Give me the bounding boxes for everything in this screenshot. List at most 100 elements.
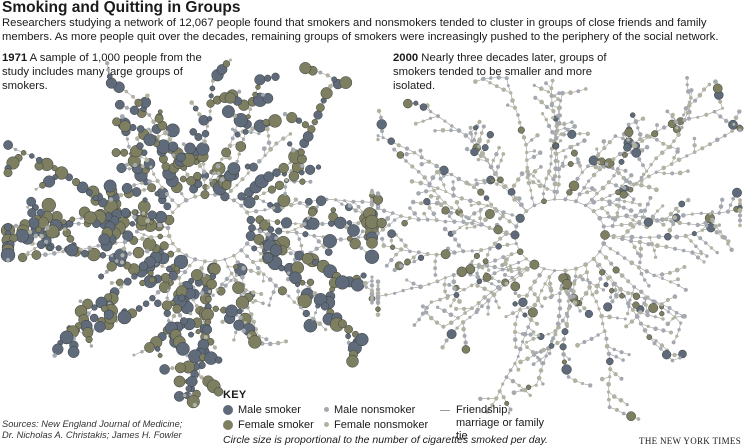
male-nonsmoker-node xyxy=(654,218,660,223)
female-smoker-node xyxy=(561,278,573,290)
female-nonsmoker-node xyxy=(220,319,225,324)
male-nonsmoker-node xyxy=(598,276,603,281)
male-nonsmoker-node xyxy=(558,99,563,103)
male-smoker-node xyxy=(483,195,490,201)
female-nonsmoker-node xyxy=(524,209,529,214)
female-nonsmoker-node xyxy=(504,281,509,286)
male-nonsmoker-node xyxy=(540,361,544,365)
male-nonsmoker-node xyxy=(375,279,381,285)
male-nonsmoker-node xyxy=(461,249,466,254)
female-nonsmoker-node xyxy=(534,321,540,326)
female-smoker-node xyxy=(627,186,634,193)
male-smoker-node xyxy=(486,131,494,139)
female-nonsmoker-node xyxy=(594,299,598,304)
male-nonsmoker-node xyxy=(452,286,457,291)
male-nonsmoker-node xyxy=(223,283,228,288)
male-nonsmoker-node xyxy=(626,122,631,127)
female-nonsmoker-node xyxy=(487,225,492,230)
female-nonsmoker-node xyxy=(551,116,555,120)
female-nonsmoker-node xyxy=(532,302,538,308)
female-nonsmoker-node xyxy=(176,248,181,253)
male-nonsmoker-node xyxy=(723,133,727,138)
female-nonsmoker-node xyxy=(602,146,607,151)
female-nonsmoker-node xyxy=(532,292,537,297)
male-smoker-node xyxy=(603,302,613,312)
male-nonsmoker-node xyxy=(681,213,686,218)
male-nonsmoker-node xyxy=(557,298,562,304)
female-nonsmoker-node xyxy=(509,269,514,274)
male-nonsmoker-node xyxy=(462,333,467,338)
male-nonsmoker-node xyxy=(501,210,506,215)
female-nonsmoker-node xyxy=(510,311,515,316)
female-nonsmoker-node xyxy=(612,394,617,399)
female-nonsmoker-node xyxy=(544,117,548,122)
female-nonsmoker-node xyxy=(467,182,471,186)
male-nonsmoker-node xyxy=(717,223,721,227)
female-nonsmoker-node xyxy=(611,235,616,240)
male-nonsmoker-node xyxy=(466,216,471,221)
female-smoker-node xyxy=(253,233,265,245)
female-nonsmoker-node xyxy=(465,226,469,230)
female-nonsmoker-node xyxy=(556,160,560,163)
male-nonsmoker-node xyxy=(737,109,742,114)
male-smoker-node xyxy=(631,148,642,158)
female-nonsmoker-node xyxy=(486,139,491,144)
female-nonsmoker-node xyxy=(517,383,521,388)
male-nonsmoker-node xyxy=(193,257,198,262)
female-nonsmoker-node xyxy=(604,343,610,349)
male-nonsmoker-node xyxy=(412,323,417,327)
key-title: KEY xyxy=(223,389,247,401)
male-nonsmoker-node xyxy=(393,291,397,295)
female-nonsmoker-node xyxy=(427,159,432,164)
female-nonsmoker-node xyxy=(644,303,648,307)
female-nonsmoker-node xyxy=(613,372,618,377)
female-nonsmoker-node xyxy=(287,246,291,250)
female-nonsmoker-node xyxy=(618,286,623,292)
female-smoker-node xyxy=(712,83,723,94)
female-nonsmoker-node xyxy=(632,144,637,149)
male-nonsmoker-node xyxy=(619,376,624,381)
network-people xyxy=(372,75,744,422)
female-nonsmoker-node xyxy=(476,200,482,206)
male-nonsmoker-node xyxy=(558,291,562,296)
female-smoker-node xyxy=(646,334,653,340)
male-smoker-node xyxy=(470,147,479,157)
female-nonsmoker-node xyxy=(626,138,630,142)
female-nonsmoker-node xyxy=(580,170,584,174)
male-nonsmoker-node xyxy=(456,176,462,182)
male-nonsmoker-node xyxy=(637,157,642,162)
female-nonsmoker-node xyxy=(702,87,707,92)
female-nonsmoker-node xyxy=(253,299,258,303)
male-nonsmoker-node xyxy=(470,221,475,226)
female-nonsmoker-node xyxy=(677,220,682,226)
male-nonsmoker-node xyxy=(639,175,644,180)
female-nonsmoker-node xyxy=(638,246,644,251)
female-nonsmoker-node xyxy=(689,96,693,100)
male-nonsmoker-node xyxy=(433,273,438,277)
female-nonsmoker-node xyxy=(531,180,536,185)
female-nonsmoker-node xyxy=(375,290,381,296)
female-nonsmoker-node xyxy=(457,207,461,211)
male-nonsmoker-node xyxy=(410,286,414,290)
male-smoker-node xyxy=(664,232,672,241)
female-nonsmoker-node xyxy=(389,238,394,243)
female-nonsmoker-node xyxy=(409,179,415,184)
male-nonsmoker-node xyxy=(617,151,623,157)
male-nonsmoker-node xyxy=(442,226,448,232)
male-nonsmoker-node xyxy=(654,170,658,174)
female-nonsmoker-node xyxy=(583,262,588,267)
male-nonsmoker-node xyxy=(526,325,530,329)
male-nonsmoker-node xyxy=(434,163,439,169)
female-nonsmoker-node xyxy=(299,243,304,248)
male-nonsmoker-node xyxy=(561,352,566,357)
female-nonsmoker-node xyxy=(440,128,446,133)
male-nonsmoker-node xyxy=(738,128,742,133)
female-nonsmoker-node xyxy=(438,297,442,302)
female-nonsmoker-node xyxy=(665,297,670,302)
female-nonsmoker-node xyxy=(676,277,680,282)
male-smoker-node xyxy=(515,213,525,223)
male-nonsmoker-node xyxy=(596,264,600,268)
female-nonsmoker-node xyxy=(563,268,568,273)
female-nonsmoker-node xyxy=(525,267,530,272)
female-nonsmoker-node xyxy=(492,241,497,246)
